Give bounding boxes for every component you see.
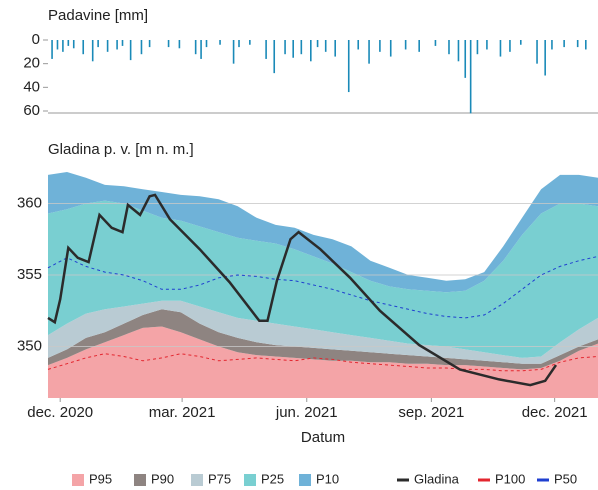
x-tick-label: jun. 2021 — [275, 404, 338, 421]
precip-bar — [379, 40, 381, 52]
precip-bar — [167, 40, 170, 48]
level-line — [47, 193, 558, 387]
percentile-line — [47, 353, 598, 372]
precip-bar — [67, 40, 70, 46]
precip-bar — [82, 40, 85, 55]
precip-bar — [347, 40, 350, 93]
precip-bar — [219, 40, 221, 45]
precip-bar — [91, 40, 94, 62]
precip-bar — [434, 40, 437, 46]
legend-label: P75 — [208, 471, 231, 486]
precip-bar — [140, 40, 143, 55]
precip-bar — [129, 40, 132, 61]
precip-bar — [544, 40, 546, 76]
precip-bar — [457, 40, 460, 62]
x-tick-label: sep. 2021 — [398, 404, 464, 421]
precip-bar — [357, 40, 360, 50]
precip-bar — [563, 40, 565, 48]
y-tick-label: 355 — [17, 266, 42, 283]
precip-bar — [576, 40, 579, 48]
precip-bar — [585, 40, 587, 50]
y-tick-label: 0 — [32, 31, 40, 48]
legend-swatch — [191, 474, 203, 486]
precip-bar — [300, 40, 303, 55]
precip-bar — [316, 40, 319, 48]
x-tick-label: dec. 2020 — [27, 404, 93, 421]
precip-bar — [62, 40, 64, 52]
precip-bar — [292, 40, 294, 58]
legend-label: P100 — [495, 471, 525, 486]
legend-swatch — [299, 474, 311, 486]
precip-bar — [404, 40, 407, 50]
y-tick-label: 350 — [17, 337, 42, 354]
legend-label: P10 — [316, 471, 339, 486]
precip-bar — [72, 40, 75, 49]
precip-bar — [464, 40, 467, 78]
precip-bar — [121, 40, 124, 46]
precip-bar — [51, 40, 53, 59]
y-tick-label: 60 — [23, 102, 40, 119]
legend-label: P95 — [89, 471, 112, 486]
precip-bar — [284, 40, 286, 55]
precip-bar — [148, 40, 151, 48]
percentile-band — [48, 172, 598, 293]
precip-bar — [106, 40, 109, 52]
precip-bar — [310, 40, 312, 62]
precip-bar — [116, 40, 118, 50]
x-tick-label: dec. 2021 — [522, 404, 588, 421]
percentile-band — [48, 200, 598, 358]
precip-bar — [334, 40, 336, 57]
legend-label: P25 — [261, 471, 284, 486]
precip-bar — [519, 40, 522, 45]
y-tick-label: 360 — [17, 194, 42, 211]
precip-title: Padavine [mm] — [48, 7, 148, 24]
precip-bar — [178, 40, 181, 49]
precip-bar — [469, 40, 472, 114]
percentile-band — [48, 300, 598, 364]
precip-bar — [476, 40, 479, 55]
precip-bar — [205, 40, 208, 48]
precip-bar — [194, 40, 197, 55]
precip-bar — [499, 40, 502, 57]
precip-bar — [551, 40, 553, 50]
precip-bar — [273, 40, 276, 74]
precip-bar — [389, 40, 392, 57]
percentile-line — [47, 255, 598, 319]
precip-bar — [486, 40, 488, 50]
level-title: Gladina p. v. [m n. m.] — [48, 141, 194, 158]
percentile-band — [48, 326, 598, 398]
legend-swatch — [72, 474, 84, 486]
precip-bar — [448, 40, 450, 55]
y-tick-label: 40 — [23, 78, 40, 95]
precip-bar — [324, 40, 327, 52]
precip-bar — [200, 40, 202, 59]
precip-bar — [265, 40, 267, 59]
y-tick-label: 20 — [23, 55, 40, 72]
precip-bar — [97, 40, 99, 48]
x-axis-title: Datum — [301, 429, 345, 446]
legend-label: P50 — [554, 471, 577, 486]
precip-bar — [418, 40, 420, 52]
percentile-band — [48, 309, 598, 370]
legend-label: P90 — [151, 471, 174, 486]
legend-swatch — [134, 474, 146, 486]
precip-bar — [536, 40, 538, 64]
precip-bar — [509, 40, 511, 52]
x-tick-label: mar. 2021 — [149, 404, 216, 421]
precip-bar — [368, 40, 370, 64]
precip-bar — [232, 40, 235, 64]
precip-bar — [56, 40, 59, 50]
legend-swatch — [244, 474, 256, 486]
precip-bar — [238, 40, 240, 48]
precip-bar — [249, 40, 251, 45]
legend-label: Gladina — [414, 471, 460, 486]
